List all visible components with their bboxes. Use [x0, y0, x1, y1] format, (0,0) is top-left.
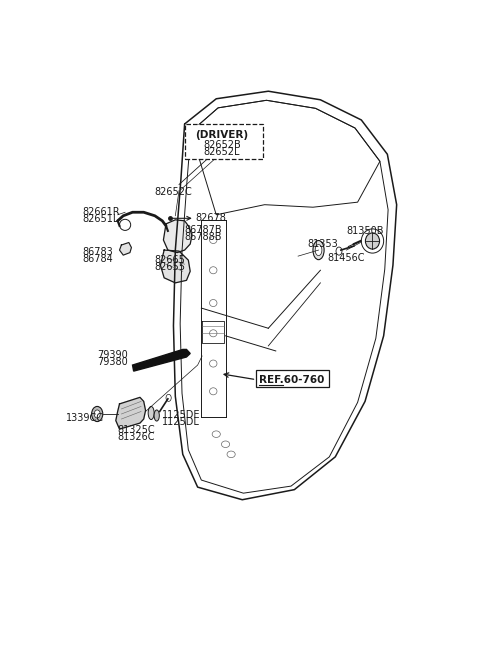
Text: 1125DL: 1125DL: [162, 417, 200, 427]
Text: 86783: 86783: [83, 247, 113, 257]
Text: 86787B: 86787B: [185, 225, 222, 235]
Text: 81456C: 81456C: [328, 253, 365, 263]
Circle shape: [94, 410, 100, 418]
Text: 82652L: 82652L: [204, 147, 240, 157]
Text: 82651L: 82651L: [83, 214, 119, 224]
Text: 79380: 79380: [97, 357, 128, 367]
Text: 1339CC: 1339CC: [66, 413, 104, 422]
Ellipse shape: [154, 410, 159, 421]
Polygon shape: [120, 242, 132, 255]
Circle shape: [166, 394, 171, 402]
FancyBboxPatch shape: [185, 124, 263, 159]
Text: 82652B: 82652B: [203, 140, 240, 150]
Text: 79390: 79390: [97, 350, 128, 360]
Text: 82665: 82665: [155, 255, 186, 265]
Text: 82678: 82678: [196, 214, 227, 223]
Polygon shape: [116, 398, 145, 429]
Text: REF.60-760: REF.60-760: [259, 375, 324, 384]
Text: (DRIVER): (DRIVER): [195, 130, 248, 140]
Text: 82655: 82655: [155, 262, 186, 272]
FancyBboxPatch shape: [256, 369, 329, 386]
Polygon shape: [163, 220, 192, 253]
Polygon shape: [132, 349, 190, 371]
Ellipse shape: [120, 219, 131, 231]
Circle shape: [92, 406, 103, 422]
Text: 86788B: 86788B: [185, 232, 222, 242]
Text: 86784: 86784: [83, 254, 113, 264]
Text: 1125DE: 1125DE: [162, 410, 201, 420]
Ellipse shape: [365, 233, 380, 249]
Text: 81350B: 81350B: [347, 226, 384, 236]
Text: 81326C: 81326C: [118, 432, 155, 442]
Polygon shape: [160, 250, 190, 283]
Ellipse shape: [315, 244, 322, 255]
Ellipse shape: [148, 406, 154, 420]
Text: 82661R: 82661R: [83, 207, 120, 217]
Text: 81325C: 81325C: [118, 425, 156, 435]
Circle shape: [336, 247, 342, 255]
Text: 81353: 81353: [307, 239, 338, 249]
Ellipse shape: [313, 240, 324, 259]
Text: 82652C: 82652C: [155, 187, 192, 196]
